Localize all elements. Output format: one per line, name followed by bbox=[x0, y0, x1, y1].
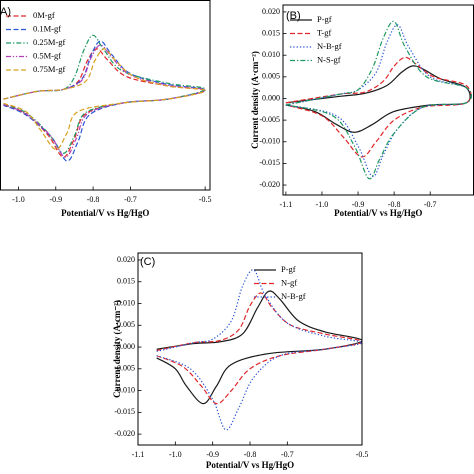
y-tick-label: -0.005 bbox=[259, 115, 280, 124]
panel-label: (C) bbox=[140, 256, 155, 268]
x-tick-label: -0.9 bbox=[206, 450, 219, 459]
y-tick-label: 0.010 bbox=[117, 298, 135, 307]
x-tick-label: -1.1 bbox=[280, 200, 293, 209]
y-tick-label: -0.015 bbox=[259, 158, 280, 167]
cv-curve bbox=[156, 290, 362, 405]
y-tick-label: 0.015 bbox=[262, 28, 280, 37]
panel-label: A) bbox=[0, 6, 11, 18]
y-tick-label: 0.005 bbox=[262, 72, 280, 81]
x-tick-label: -0.9 bbox=[49, 195, 62, 204]
y-tick-label: 0.015 bbox=[117, 277, 135, 286]
cv-curve bbox=[285, 56, 472, 158]
x-tick-label: -0.8 bbox=[388, 200, 401, 209]
x-tick-label: -1.0 bbox=[169, 450, 182, 459]
cv-curve bbox=[3, 40, 206, 162]
legend-label: N-gf bbox=[281, 277, 297, 287]
x-axis-title: Potential/V vs Hg/HgO bbox=[206, 460, 294, 470]
cv-curve bbox=[3, 34, 206, 154]
cv-curve bbox=[3, 44, 206, 158]
x-tick-label: -1.0 bbox=[316, 200, 329, 209]
plot-frame bbox=[137, 252, 363, 446]
cv-curve bbox=[285, 20, 473, 180]
y-tick-label: -0.010 bbox=[114, 385, 135, 394]
x-tick-label: -0.7 bbox=[124, 195, 137, 204]
legend-label: 0M-gf bbox=[33, 10, 55, 20]
x-tick-label: -0.8 bbox=[87, 195, 100, 204]
x-tick-label: -0.5 bbox=[199, 195, 212, 204]
legend-label: 0.5M-gf bbox=[33, 50, 61, 60]
x-tick-label: -0.8 bbox=[244, 450, 257, 459]
y-tick-label: -0.015 bbox=[114, 407, 135, 416]
y-axis-title: Current density (A·cm⁻²) bbox=[112, 300, 122, 398]
panel: -1.1 -1.0 -0.9 -0.8 -0.7 0.020 0.015 0.010 0.005… bbox=[250, 4, 474, 218]
legend-label: T-gf bbox=[317, 27, 331, 37]
cv-curve bbox=[285, 24, 472, 177]
x-tick-label: -0.7 bbox=[281, 450, 294, 459]
x-tick-label: -1.0 bbox=[12, 195, 25, 204]
cv-curve bbox=[3, 48, 206, 158]
y-tick-label: 0.005 bbox=[117, 320, 135, 329]
legend-label: 0.75M-gf bbox=[33, 64, 66, 74]
y-tick-label: -0.020 bbox=[114, 429, 135, 438]
x-axis-title: Potential/V vs Hg/HgO bbox=[334, 208, 422, 218]
y-tick-label: -0.010 bbox=[259, 137, 280, 146]
plot-frame bbox=[0, 0, 211, 191]
y-tick-label: 0.020 bbox=[262, 7, 280, 16]
legend-label: 0.1M-gf bbox=[33, 23, 61, 33]
legend-label: N-S-gf bbox=[317, 54, 341, 64]
legend-label: N-B-gf bbox=[281, 291, 306, 301]
legend-label: N-B-gf bbox=[317, 41, 342, 51]
panel: -1.1 -1.0 -0.9 -0.8 -0.7 -0.5 0.020 0.015 0.010 0… bbox=[112, 252, 369, 470]
cv-curve bbox=[3, 48, 206, 150]
y-tick-label: 0.020 bbox=[117, 255, 135, 264]
x-tick-label: -0.5 bbox=[356, 450, 369, 459]
y-tick-label: -0.020 bbox=[259, 180, 280, 189]
y-axis-title: Current density (A·cm⁻²) bbox=[250, 51, 260, 149]
legend-label: P-gf bbox=[317, 14, 332, 24]
x-axis-title: Potential/V vs Hg/HgO bbox=[61, 208, 149, 218]
y-tick-label: -0.005 bbox=[114, 364, 135, 373]
x-tick-label: -0.9 bbox=[352, 200, 365, 209]
x-tick-label: -0.7 bbox=[424, 200, 437, 209]
panel: -1.0 -0.9 -0.8 -0.7 -0.5 0M-gf 0.1M-gf 0.25M-gf… bbox=[0, 0, 212, 218]
y-tick-label: 0.000 bbox=[262, 93, 280, 102]
cv-curve bbox=[156, 269, 362, 431]
legend-label: 0.25M-gf bbox=[33, 37, 66, 47]
y-tick-label: 0.010 bbox=[262, 50, 280, 59]
panel-label: (B) bbox=[286, 10, 301, 22]
legend-label: P-gf bbox=[281, 264, 296, 274]
x-tick-label: -1.1 bbox=[132, 450, 145, 459]
y-tick-label: 0.000 bbox=[117, 342, 135, 351]
